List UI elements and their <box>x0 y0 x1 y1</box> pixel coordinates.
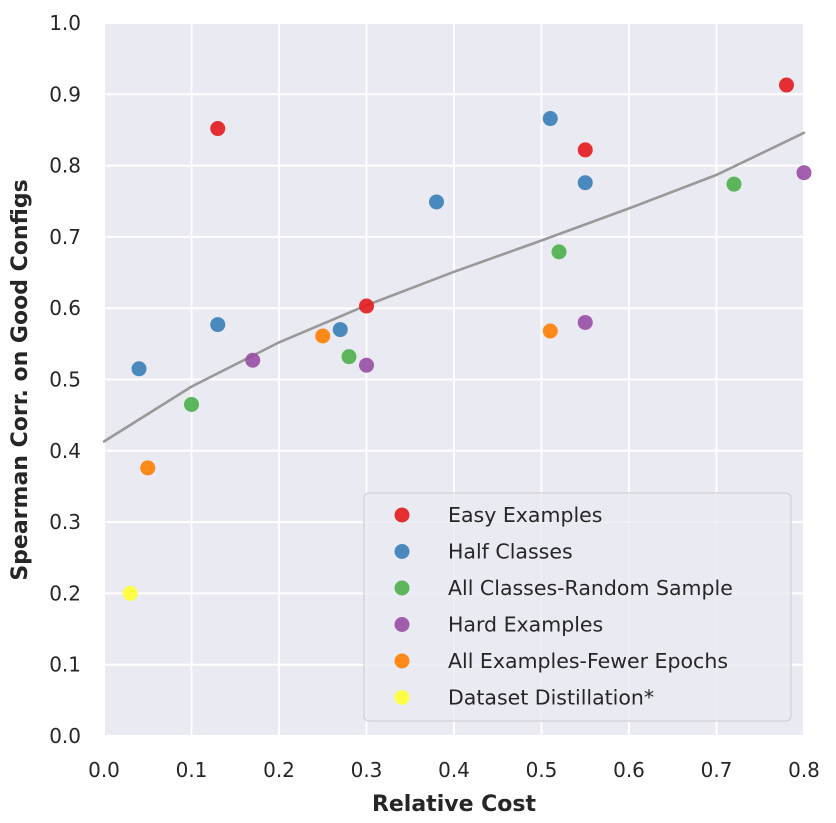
x-tick-label: 0.6 <box>613 758 645 782</box>
point-series-3-3 <box>796 165 812 181</box>
y-tick-label: 0.7 <box>49 225 81 249</box>
legend-label: Hard Examples <box>448 613 603 637</box>
legend-marker <box>394 653 410 669</box>
y-tick-label: 0.4 <box>49 439 81 463</box>
legend-marker <box>394 507 410 523</box>
x-tick-label: 0.0 <box>88 758 120 782</box>
point-series-0-3 <box>779 77 794 93</box>
point-series-3-2 <box>577 314 593 330</box>
legend-label: Dataset Distillation* <box>448 686 654 710</box>
legend-label: Half Classes <box>448 540 573 564</box>
legend: Easy Examples Half Classes All Classes-Ran… <box>363 492 792 722</box>
x-tick-label: 0.2 <box>263 758 295 782</box>
x-tick-label: 0.1 <box>176 758 208 782</box>
point-series-2-0 <box>184 396 199 412</box>
data-points <box>122 77 812 601</box>
legend-label: Easy Examples <box>448 503 602 527</box>
y-axis-label: Spearman Corr. on Good Configs <box>8 179 33 580</box>
point-series-4-2 <box>542 323 558 339</box>
point-series-2-1 <box>341 349 357 365</box>
point-series-1-1 <box>210 317 226 333</box>
x-axis-label: Relative Cost <box>372 792 537 817</box>
y-tick-label: 0.0 <box>49 724 81 748</box>
point-series-5-0 <box>122 585 138 601</box>
legend-label: All Classes-Random Sample <box>448 576 733 600</box>
y-tick-label: 0.9 <box>49 82 81 106</box>
point-series-1-0 <box>131 361 147 377</box>
point-series-2-3 <box>726 176 742 192</box>
point-series-1-3 <box>429 194 444 210</box>
y-tick-label: 0.1 <box>49 653 81 677</box>
x-tick-label: 0.3 <box>351 758 383 782</box>
x-tick-label: 0.7 <box>701 758 733 782</box>
x-tick-label: 0.4 <box>438 758 470 782</box>
point-series-0-1 <box>359 298 374 314</box>
point-series-1-4 <box>542 111 558 127</box>
point-series-4-1 <box>315 328 331 344</box>
y-axis-ticks: 0.0 0.1 0.2 0.3 0.4 0.5 0.6 0.7 0.8 0.9 1.0 <box>49 11 81 748</box>
legend-marker <box>394 544 410 559</box>
legend-label: All Examples-Fewer Epochs <box>448 649 728 673</box>
x-tick-label: 0.8 <box>788 758 820 782</box>
y-tick-label: 0.5 <box>49 368 81 392</box>
point-series-1-5 <box>577 175 593 191</box>
legend-box <box>363 492 792 722</box>
point-series-3-0 <box>245 352 261 368</box>
x-tick-label: 0.5 <box>526 758 558 782</box>
point-series-4-0 <box>140 460 156 476</box>
y-tick-label: 0.8 <box>49 154 81 178</box>
legend-marker <box>394 617 410 632</box>
y-tick-label: 1.0 <box>49 11 81 35</box>
point-series-0-0 <box>210 121 226 137</box>
point-series-2-2 <box>551 244 567 260</box>
y-tick-label: 0.3 <box>49 510 81 534</box>
point-series-0-2 <box>577 142 593 158</box>
y-tick-label: 0.6 <box>49 296 81 320</box>
x-axis-ticks: 0.0 0.1 0.2 0.3 0.4 0.5 0.6 0.7 0.8 <box>88 758 820 782</box>
legend-marker <box>394 690 410 705</box>
point-series-3-1 <box>359 357 374 373</box>
y-tick-label: 0.2 <box>49 581 81 605</box>
legend-marker <box>394 580 410 596</box>
trend-line <box>102 131 806 443</box>
point-series-1-2 <box>332 322 348 338</box>
